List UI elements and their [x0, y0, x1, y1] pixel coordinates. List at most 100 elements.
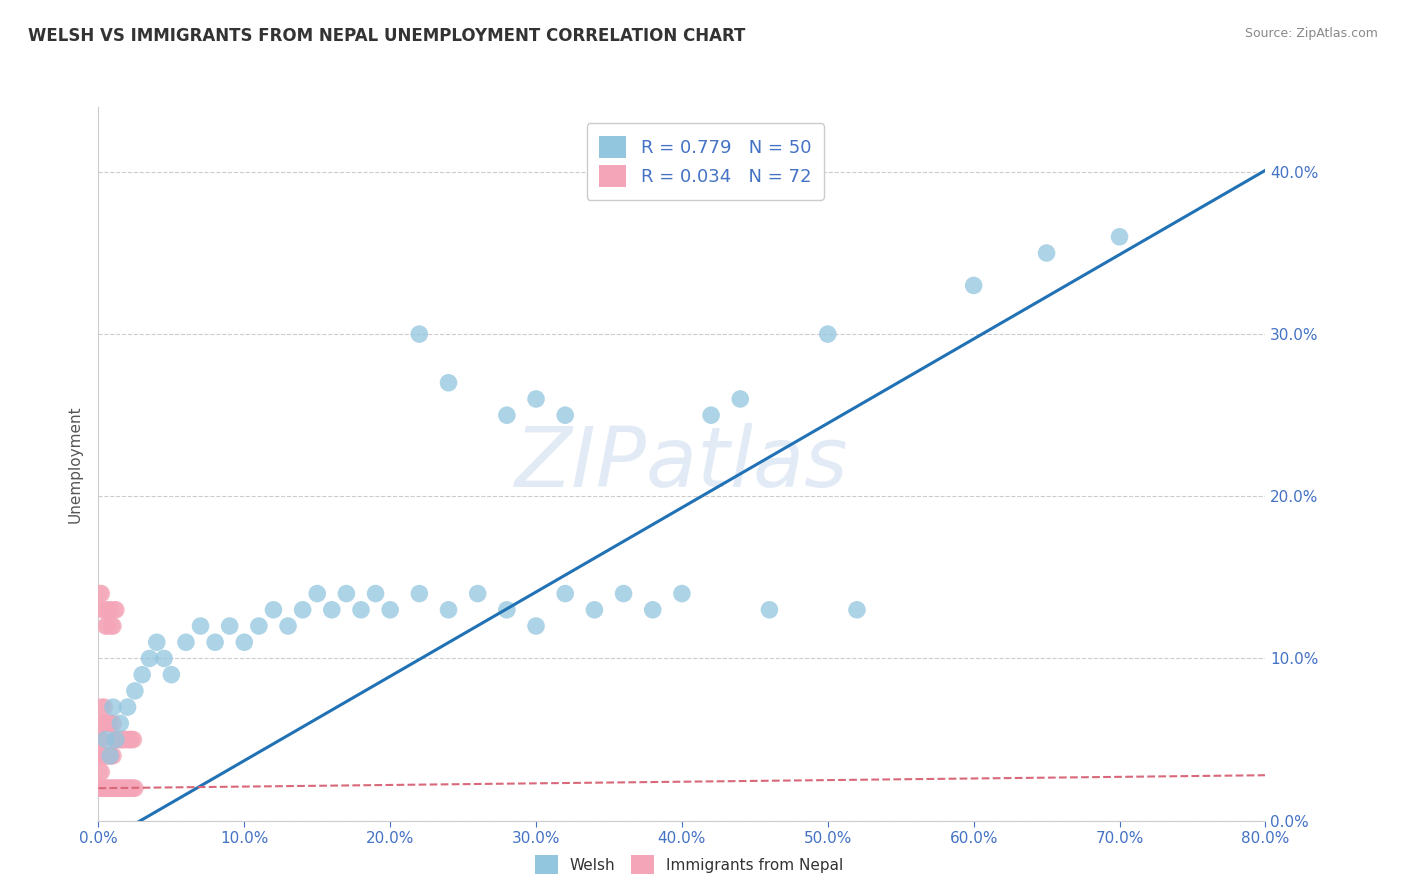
Point [97, 781, 120, 796]
Point [89, 732, 111, 747]
Point [89, 781, 111, 796]
Point [90, 764, 112, 779]
Point [408, 586, 430, 600]
Point [641, 603, 664, 617]
Point [495, 603, 517, 617]
Point [122, 781, 145, 796]
Point [524, 392, 547, 406]
Point [122, 732, 145, 747]
Point [247, 619, 270, 633]
Point [101, 716, 124, 731]
Point [94, 748, 117, 763]
Point [262, 603, 284, 617]
Point [103, 603, 125, 617]
Point [111, 732, 134, 747]
Text: ZIPatlas: ZIPatlas [515, 424, 849, 504]
Point [117, 781, 139, 796]
Point [218, 619, 240, 633]
Point [124, 781, 146, 796]
Point [100, 619, 122, 633]
Point [1035, 246, 1057, 260]
Point [583, 603, 606, 617]
Point [97, 603, 120, 617]
Point [233, 635, 256, 649]
Point [111, 781, 134, 796]
Point [817, 327, 839, 342]
Text: WELSH VS IMMIGRANTS FROM NEPAL UNEMPLOYMENT CORRELATION CHART: WELSH VS IMMIGRANTS FROM NEPAL UNEMPLOYM… [28, 27, 745, 45]
Point [124, 684, 146, 698]
Point [91, 716, 114, 731]
Point [89, 764, 111, 779]
Legend: Welsh, Immigrants from Nepal: Welsh, Immigrants from Nepal [529, 849, 849, 880]
Point [700, 408, 723, 422]
Point [93, 781, 115, 796]
Point [121, 732, 143, 747]
Point [153, 651, 176, 665]
Point [138, 651, 160, 665]
Point [105, 781, 128, 796]
Point [94, 619, 117, 633]
Point [1108, 229, 1130, 244]
Point [101, 781, 124, 796]
Point [467, 586, 489, 600]
Point [190, 619, 212, 633]
Point [97, 716, 120, 731]
Y-axis label: Unemployment: Unemployment [67, 405, 83, 523]
Point [96, 748, 118, 763]
Point [89, 716, 111, 731]
Point [117, 732, 139, 747]
Point [671, 586, 693, 600]
Point [114, 732, 136, 747]
Point [93, 700, 115, 714]
Point [93, 748, 115, 763]
Point [94, 781, 117, 796]
Point [110, 781, 132, 796]
Point [104, 732, 127, 747]
Point [114, 781, 136, 796]
Point [112, 732, 135, 747]
Point [89, 586, 111, 600]
Point [291, 603, 314, 617]
Point [89, 748, 111, 763]
Point [98, 748, 121, 763]
Point [962, 278, 984, 293]
Point [437, 376, 460, 390]
Point [728, 392, 751, 406]
Point [612, 586, 634, 600]
Point [100, 748, 122, 763]
Point [117, 700, 139, 714]
Point [96, 716, 118, 731]
Legend: R = 0.779   N = 50, R = 0.034   N = 72: R = 0.779 N = 50, R = 0.034 N = 72 [586, 123, 824, 200]
Point [103, 781, 125, 796]
Point [378, 603, 402, 617]
Point [98, 781, 121, 796]
Point [118, 781, 141, 796]
Point [98, 716, 121, 731]
Point [845, 603, 868, 617]
Point [104, 603, 127, 617]
Point [101, 619, 124, 633]
Point [120, 732, 142, 747]
Point [146, 635, 169, 649]
Point [94, 716, 117, 731]
Point [94, 732, 117, 747]
Point [105, 732, 128, 747]
Point [495, 408, 517, 422]
Point [131, 667, 153, 681]
Point [204, 635, 226, 649]
Point [90, 700, 112, 714]
Point [120, 781, 142, 796]
Point [112, 781, 135, 796]
Point [121, 781, 143, 796]
Point [98, 603, 121, 617]
Point [90, 781, 112, 796]
Point [115, 781, 138, 796]
Point [101, 700, 124, 714]
Point [524, 619, 547, 633]
Point [554, 408, 576, 422]
Point [91, 603, 114, 617]
Point [91, 748, 114, 763]
Point [104, 781, 127, 796]
Point [277, 619, 299, 633]
Point [758, 603, 780, 617]
